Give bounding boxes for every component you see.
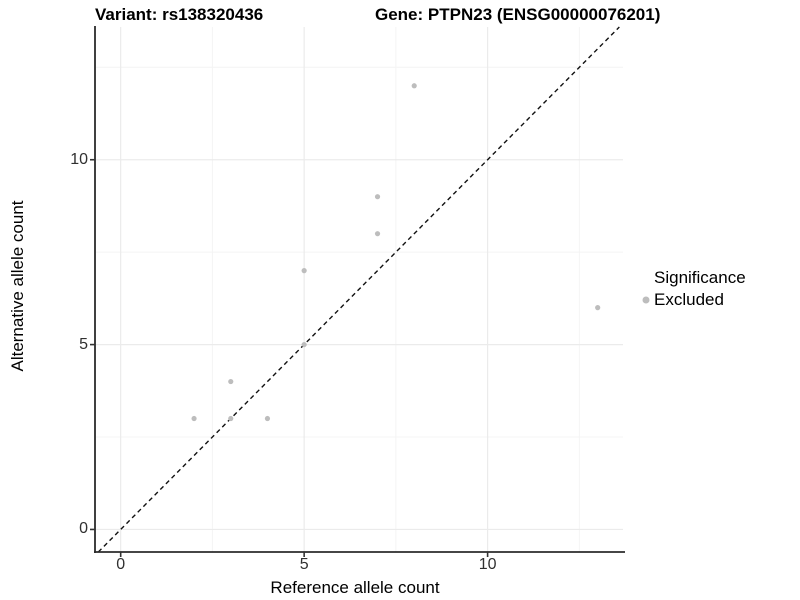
legend-item-label: Excluded [654,290,724,309]
scatter-point [374,231,381,237]
y-axis-title: Alternative allele count [8,200,27,372]
x-axis-title: Reference allele count [270,578,440,597]
gene-title: Gene: PTPN23 (ENSG00000076201) [375,5,661,24]
legend: Significance Excluded [637,268,746,310]
legend-item-excluded: Excluded [637,290,746,310]
variant-title: Variant: rs138320436 [95,5,264,24]
scatter-point [411,83,417,89]
scatter-point [191,415,197,422]
x-tick-label: 5 [299,556,309,573]
x-tick-label: 10 [478,556,497,573]
scatter-point [301,341,307,348]
scatter-point [264,415,271,422]
y-tick-label: 5 [79,335,88,353]
x-tick-label: 0 [116,556,126,573]
y-tick-label: 0 [79,520,88,538]
scatter-point [374,194,381,200]
scatter-point [301,268,307,274]
legend-key [637,292,654,309]
scatter-point [595,305,601,311]
y-tick-label: 10 [70,150,88,168]
scatter-point [228,415,234,422]
scatter-point [228,378,234,385]
identity-line [97,26,620,553]
legend-title: Significance [654,268,746,287]
excluded-point-icon [642,296,649,304]
